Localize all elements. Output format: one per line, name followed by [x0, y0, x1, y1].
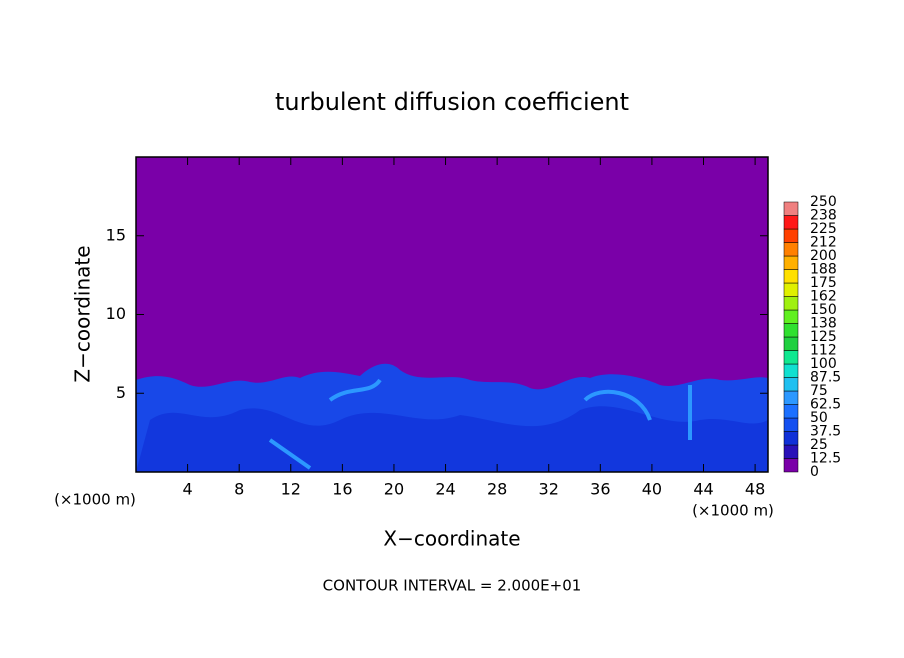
colorbar-label: 175	[810, 275, 837, 291]
colorbar-label: 125	[810, 329, 837, 345]
colorbar-label: 250	[810, 194, 837, 210]
colorbar-bin	[783, 431, 799, 446]
y-axis-title: Z−coordinate	[71, 245, 95, 382]
x-axis-title: X−coordinate	[383, 527, 520, 551]
colorbar-label: 87.5	[810, 370, 841, 386]
colorbar-bin	[783, 458, 799, 473]
colorbar-label: 200	[810, 248, 837, 264]
colorbar-bin	[783, 350, 799, 365]
colorbar-label: 12.5	[810, 451, 841, 467]
x-tick-label: 20	[384, 480, 404, 499]
x-tick-label: 28	[487, 480, 507, 499]
colorbar-label: 25	[810, 437, 828, 453]
colorbar-bin	[783, 201, 799, 216]
colorbar-label: 150	[810, 302, 837, 318]
colorbar-bin	[783, 255, 799, 270]
colorbar-bin	[783, 417, 799, 432]
colorbar-bin	[783, 336, 799, 351]
x-tick-label: 12	[281, 480, 301, 499]
colorbar-label: 188	[810, 262, 837, 278]
colorbar-label: 50	[810, 410, 828, 426]
chart-title: turbulent diffusion coefficient	[275, 88, 629, 116]
x-tick-label: 40	[642, 480, 662, 499]
y-tick-label: 10	[106, 304, 126, 323]
x-tick-label: 36	[590, 480, 610, 499]
colorbar-bin	[783, 242, 799, 257]
colorbar-label: 162	[810, 289, 837, 305]
colorbar-label: 225	[810, 221, 837, 237]
colorbar-bin	[783, 215, 799, 230]
colorbar-label: 62.5	[810, 397, 841, 413]
colorbar-bin	[783, 228, 799, 243]
x-tick-label: 44	[693, 480, 713, 499]
colorbar-bin	[783, 390, 799, 405]
colorbar-label: 238	[810, 208, 837, 224]
x-tick-label: 48	[745, 480, 765, 499]
colorbar-label: 100	[810, 356, 837, 372]
colorbar-label: 75	[810, 383, 828, 399]
colorbar-label: 37.5	[810, 424, 841, 440]
x-tick-label: 32	[539, 480, 559, 499]
colorbar-label: 0	[810, 464, 819, 480]
colorbar-bin	[783, 363, 799, 378]
colorbar-bin	[783, 282, 799, 297]
y-tick-label: 15	[106, 225, 126, 244]
colorbar-label: 138	[810, 316, 837, 332]
contour-note: CONTOUR INTERVAL = 2.000E+01	[323, 577, 582, 595]
colorbar-bin	[783, 269, 799, 284]
colorbar-label: 212	[810, 235, 837, 251]
colorbar-bin	[783, 296, 799, 311]
turbulent-streaks	[268, 378, 692, 470]
y-tick-label: 5	[116, 383, 126, 402]
colorbar-label: 112	[810, 343, 837, 359]
x-tick-label: 24	[435, 480, 455, 499]
x-unit: (×1000 m)	[692, 502, 774, 520]
colorbar-bin	[783, 404, 799, 419]
colorbar-bin	[783, 323, 799, 338]
x-tick-label: 8	[234, 480, 244, 499]
colorbar-bin	[783, 309, 799, 324]
x-tick-label: 16	[332, 480, 352, 499]
x-tick-label: 4	[182, 480, 192, 499]
colorbar-bin	[783, 444, 799, 459]
colorbar-bin	[783, 377, 799, 392]
y-unit: (×1000 m)	[54, 491, 136, 509]
